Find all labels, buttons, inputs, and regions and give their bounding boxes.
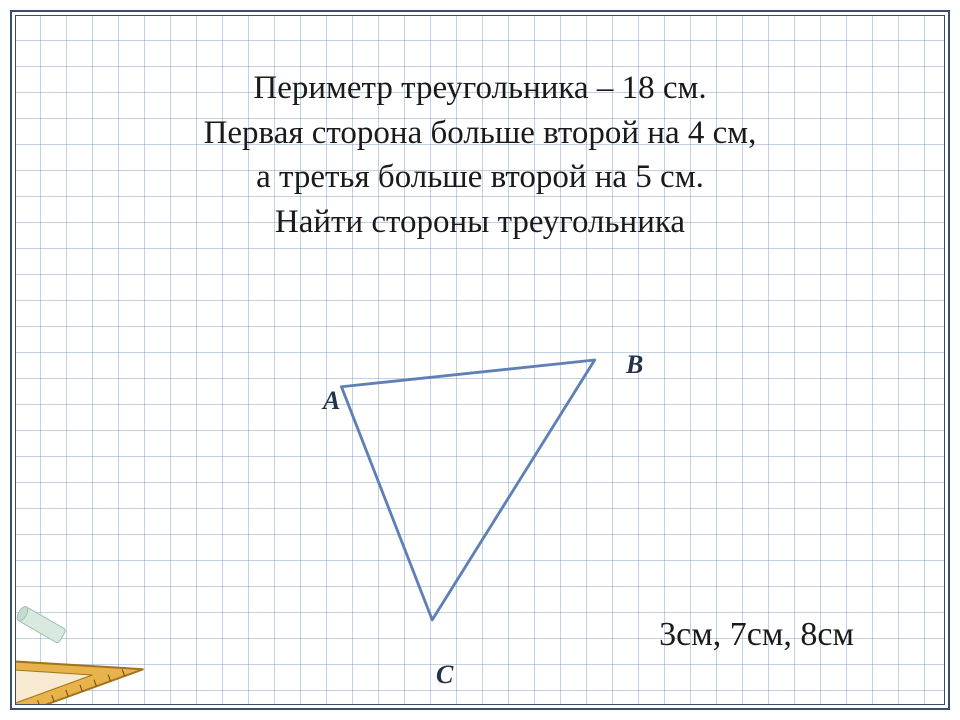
problem-line-3: а третья больше второй на 5 см. [16, 155, 944, 200]
chalk-and-ruler-icon [15, 584, 166, 705]
problem-statement: Периметр треугольника – 18 см. Первая ст… [16, 66, 944, 244]
slide-frame: Периметр треугольника – 18 см. Первая ст… [0, 0, 960, 720]
outer-border: Периметр треугольника – 18 см. Первая ст… [10, 10, 950, 710]
answer-text: 3см, 7см, 8см [659, 616, 854, 654]
chalk-stick [15, 605, 66, 644]
problem-line-1: Периметр треугольника – 18 см. [16, 66, 944, 111]
inner-border: Периметр треугольника – 18 см. Первая ст… [15, 15, 945, 705]
problem-line-2: Первая сторона больше второй на 4 см, [16, 111, 944, 156]
problem-line-4: Найти стороны треугольника [16, 200, 944, 245]
vertex-label-c: C [436, 660, 453, 690]
vertex-label-a: A [323, 386, 340, 416]
vertex-label-b: B [626, 350, 643, 380]
